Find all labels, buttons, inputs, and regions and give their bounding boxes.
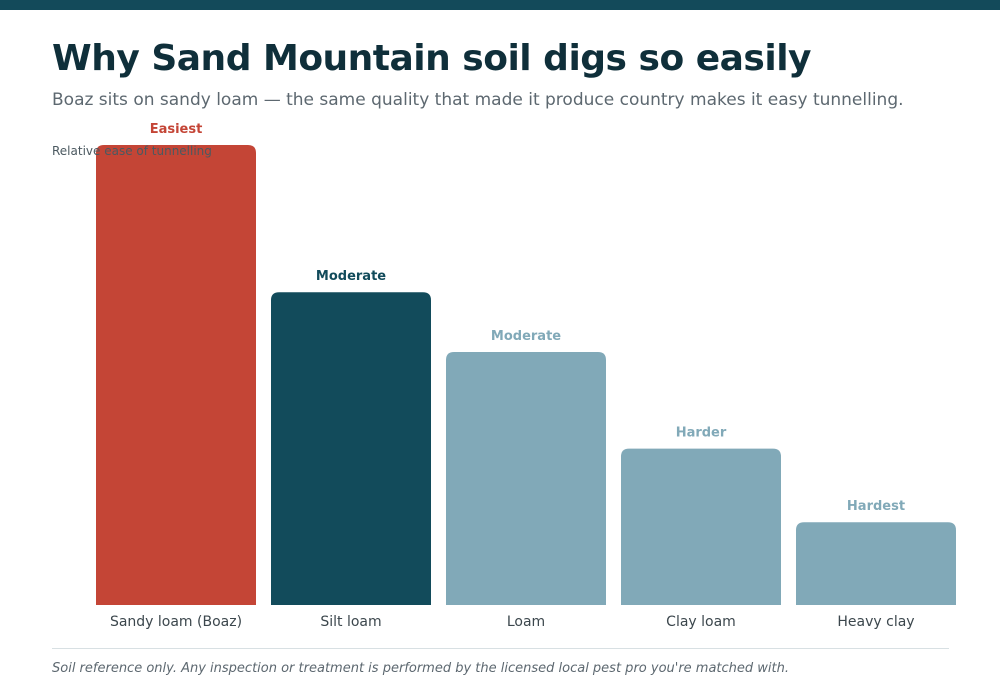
bar-3 (621, 448, 781, 605)
bar-value-label-1: Moderate (316, 269, 386, 284)
category-label-2: Loam (507, 614, 545, 630)
bar-value-label-0: Easiest (150, 122, 203, 137)
bar-1 (271, 292, 431, 605)
category-label-3: Clay loam (666, 614, 736, 630)
chart-subtitle: Boaz sits on sandy loam — the same quali… (52, 90, 904, 110)
bars-layer: Easiest Sandy loam (Boaz) Moderate Silt loa… (96, 122, 956, 630)
category-label-0: Sandy loam (Boaz) (110, 614, 242, 630)
category-label-1: Silt loam (320, 614, 381, 630)
category-label-4: Heavy clay (837, 614, 914, 630)
footnote: Soil reference only. Any inspection or t… (52, 661, 790, 676)
bar-chart: Easiest Sandy loam (Boaz) Moderate Silt loa… (52, 122, 956, 630)
footer-divider (52, 648, 949, 649)
bar-2 (446, 352, 606, 605)
bar-value-label-2: Moderate (491, 329, 561, 344)
bar-0 (96, 145, 256, 605)
bar-value-label-3: Harder (676, 426, 727, 441)
top-accent-bar (0, 0, 1000, 10)
bar-value-label-4: Hardest (847, 499, 905, 514)
bar-4 (796, 522, 956, 605)
y-axis-label: Relative ease of tunnelling (52, 144, 212, 158)
chart-title: Why Sand Mountain soil digs so easily (52, 38, 812, 79)
